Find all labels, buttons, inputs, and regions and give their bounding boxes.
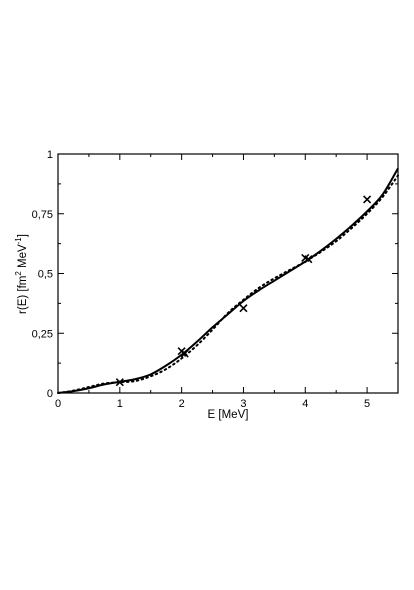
y-tick-label: 1: [47, 149, 53, 161]
y-tick-label: 0,75: [32, 209, 53, 221]
marker-stroke: [239, 304, 248, 313]
y-tick-label: 0,25: [32, 328, 53, 340]
plot-border: [57, 153, 399, 394]
y-label-pre: r(E) [fm: [17, 276, 29, 314]
data-point-x-marker: [239, 304, 248, 313]
data-point-x-marker: [363, 195, 372, 204]
plot-frame: [57, 153, 399, 394]
x-tick-label: 4: [302, 398, 308, 410]
y-label-sup2: -1: [14, 237, 23, 245]
marker-stroke: [304, 255, 313, 264]
y-label-sup1: 2: [14, 271, 23, 276]
x-tick-label: 0: [55, 398, 61, 410]
x-axis-label: E [MeV]: [208, 409, 249, 421]
y-label-mid: MeV: [17, 244, 29, 271]
marker-stroke: [180, 349, 189, 358]
x-tick-label: 3: [240, 398, 246, 410]
y-label-post: ]: [17, 234, 29, 237]
marker-stroke: [115, 378, 124, 387]
y-tick-label: 0: [47, 388, 53, 400]
dotted-curve: [57, 174, 399, 394]
marker-stroke: [363, 195, 372, 204]
data-point-x-marker: [115, 378, 124, 387]
y-tick-label: 0,5: [38, 269, 53, 281]
x-tick-label: 2: [179, 398, 185, 410]
data-point-x-marker: [180, 349, 189, 358]
marker-stroke: [301, 253, 310, 263]
axis-ticks: 0 1 2 3 4 5 0 0,25 0,5 0,75 1: [32, 149, 399, 410]
solid-curve: [57, 167, 399, 394]
x-tick-label: 1: [117, 398, 123, 410]
data-point-x-marker: [304, 255, 313, 264]
series-layer: [57, 167, 399, 394]
y-axis-label: r(E) [fm2 MeV-1]: [14, 234, 29, 314]
x-tick-label: 5: [364, 398, 370, 410]
